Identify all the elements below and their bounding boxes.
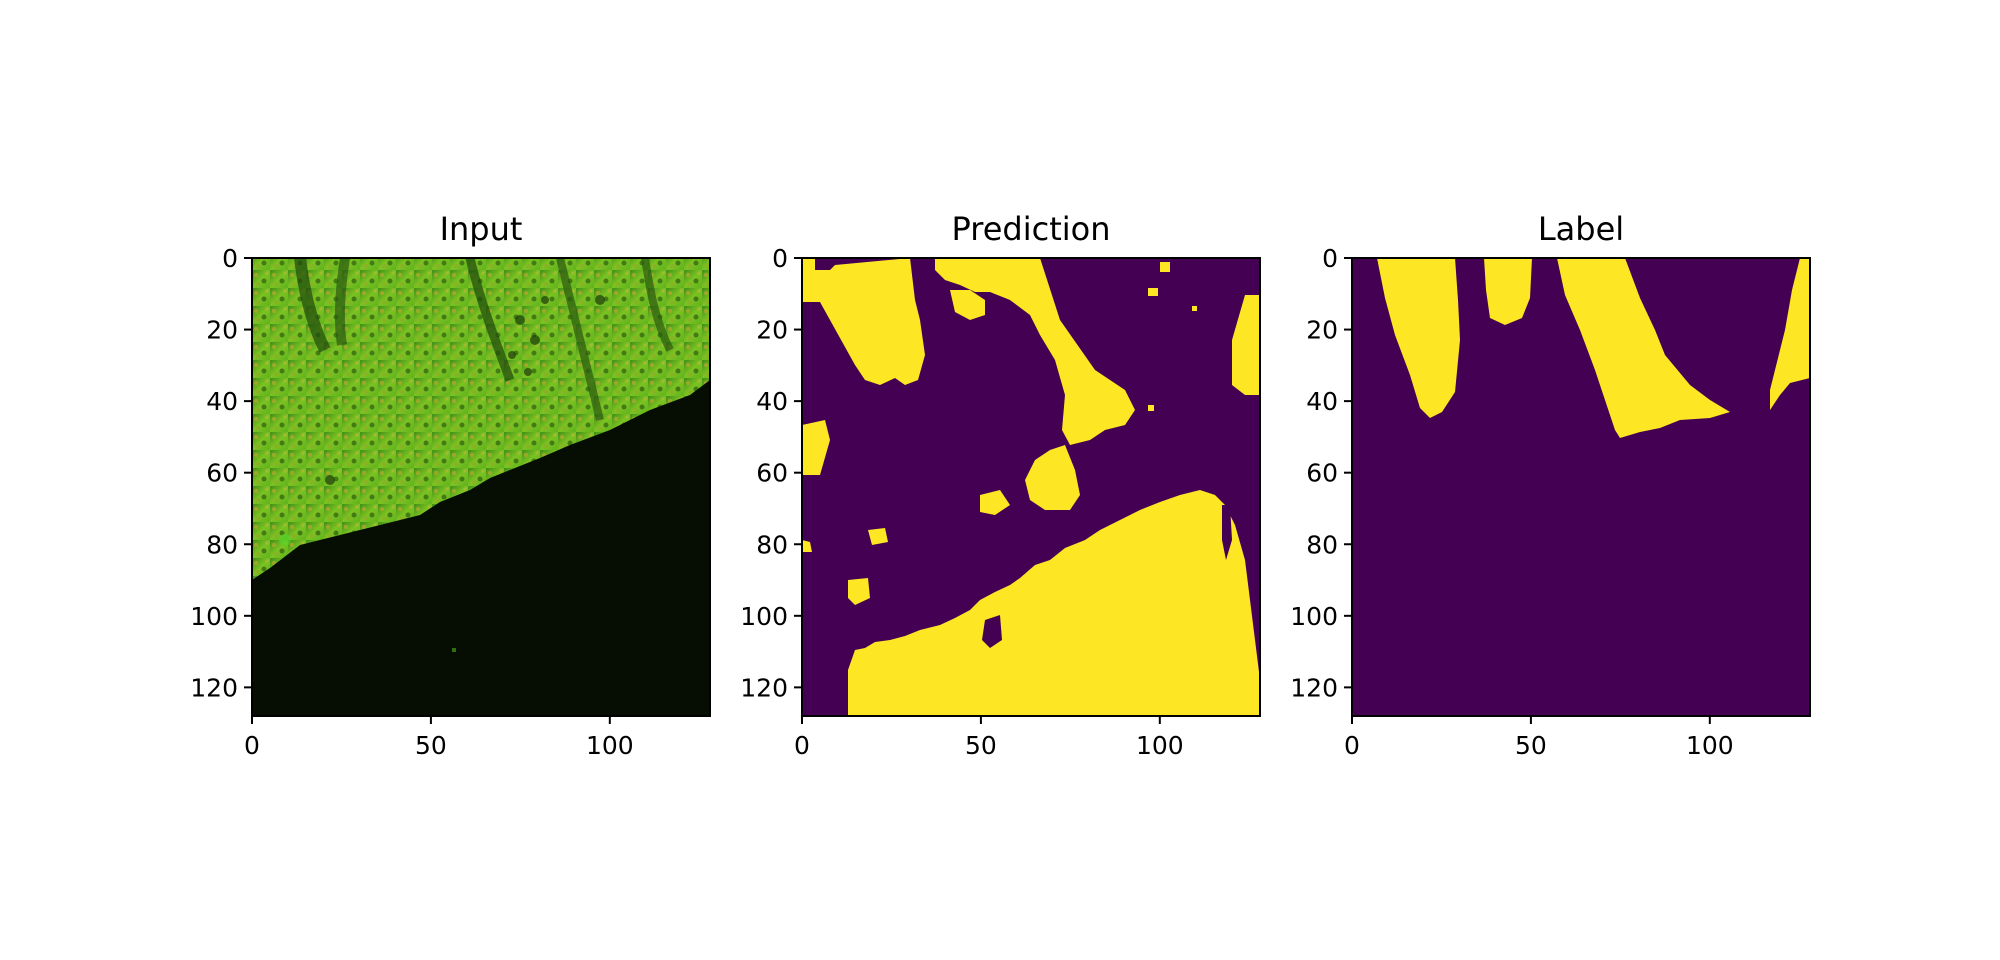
ticks-prediction: 0 50 100 0 20 40 60 80 100 120 bbox=[740, 244, 1183, 760]
prediction-speck-4 bbox=[1148, 405, 1154, 411]
x-tick-label-input: 0 bbox=[244, 731, 260, 760]
axes-frame-label bbox=[1351, 257, 1811, 717]
axes-frame-input bbox=[251, 257, 711, 717]
label-gland-3 bbox=[1557, 258, 1730, 438]
y-tick-label-input: 0 bbox=[222, 244, 238, 273]
x-tick-label-label: 50 bbox=[1515, 731, 1547, 760]
y-tick-label-prediction: 60 bbox=[756, 459, 788, 488]
panel-input: Input 0 50 100 0 20 40 60 80 100 120 bbox=[190, 210, 711, 760]
y-tick-label-label: 120 bbox=[1290, 673, 1338, 702]
label-gland-1 bbox=[1377, 258, 1460, 418]
prediction-blob-left-mid bbox=[802, 420, 830, 475]
label-class-1-regions bbox=[1377, 258, 1810, 438]
panel-title-prediction: Prediction bbox=[952, 210, 1111, 248]
y-tick-label-input: 60 bbox=[206, 459, 238, 488]
prediction-class-1-regions bbox=[802, 258, 1260, 716]
panel-label: Label 0 50 100 0 20 40 60 80 100 120 bbox=[1290, 210, 1811, 760]
y-tick-label-label: 40 bbox=[1306, 387, 1338, 416]
axes-frame-prediction bbox=[801, 257, 1261, 717]
y-tick-label-label: 20 bbox=[1306, 316, 1338, 345]
y-tick-label-prediction: 0 bbox=[772, 244, 788, 273]
x-tick-label-input: 50 bbox=[415, 731, 447, 760]
y-tick-label-prediction: 100 bbox=[740, 602, 788, 631]
y-tick-label-input: 80 bbox=[206, 530, 238, 559]
input-crypt-structures bbox=[279, 258, 674, 546]
y-tick-label-input: 100 bbox=[190, 602, 238, 631]
y-tick-label-label: 60 bbox=[1306, 459, 1338, 488]
y-tick-label-prediction: 80 bbox=[756, 530, 788, 559]
ticks-input: 0 50 100 0 20 40 60 80 100 120 bbox=[190, 244, 633, 760]
prediction-speck-1 bbox=[1160, 262, 1170, 272]
input-image bbox=[252, 258, 710, 716]
label-gland-right bbox=[1770, 258, 1810, 410]
x-tick-label-prediction: 100 bbox=[1136, 731, 1184, 760]
y-tick-label-input: 40 bbox=[206, 387, 238, 416]
x-tick-label-prediction: 0 bbox=[794, 731, 810, 760]
prediction-speck-2 bbox=[1148, 288, 1158, 296]
y-tick-label-label: 0 bbox=[1322, 244, 1338, 273]
prediction-blob-right-edge bbox=[1232, 295, 1260, 395]
panel-title-input: Input bbox=[440, 210, 523, 248]
y-tick-label-prediction: 20 bbox=[756, 316, 788, 345]
y-tick-label-label: 80 bbox=[1306, 530, 1338, 559]
y-tick-label-label: 100 bbox=[1290, 602, 1338, 631]
x-tick-label-input: 100 bbox=[586, 731, 634, 760]
y-tick-label-input: 20 bbox=[206, 316, 238, 345]
prediction-blob-bottom bbox=[848, 490, 1260, 716]
panel-title-label: Label bbox=[1538, 210, 1624, 248]
prediction-blob-small-1 bbox=[950, 290, 985, 320]
prediction-blob-small-3 bbox=[868, 528, 888, 545]
label-image bbox=[1352, 258, 1810, 716]
prediction-blob-small-4 bbox=[848, 578, 870, 605]
y-tick-label-prediction: 120 bbox=[740, 673, 788, 702]
prediction-image bbox=[802, 258, 1260, 716]
prediction-blob-small-2 bbox=[980, 490, 1010, 515]
prediction-speck-3 bbox=[1192, 306, 1197, 311]
prediction-blob-top-center bbox=[935, 258, 1135, 445]
prediction-holes bbox=[982, 505, 1232, 648]
prediction-blob-top-left bbox=[802, 258, 925, 385]
input-speck bbox=[452, 648, 456, 652]
ticks-label: 0 50 100 0 20 40 60 80 100 120 bbox=[1290, 244, 1733, 760]
x-tick-label-prediction: 50 bbox=[965, 731, 997, 760]
panel-prediction: Prediction bbox=[740, 210, 1261, 760]
prediction-blob-mid bbox=[1025, 445, 1080, 510]
y-tick-label-input: 120 bbox=[190, 673, 238, 702]
x-tick-label-label: 0 bbox=[1344, 731, 1360, 760]
x-tick-label-label: 100 bbox=[1686, 731, 1734, 760]
prediction-blob-left-edge bbox=[802, 540, 812, 552]
input-tissue-region bbox=[252, 258, 710, 580]
label-gland-2 bbox=[1484, 258, 1532, 325]
y-tick-label-prediction: 40 bbox=[756, 387, 788, 416]
